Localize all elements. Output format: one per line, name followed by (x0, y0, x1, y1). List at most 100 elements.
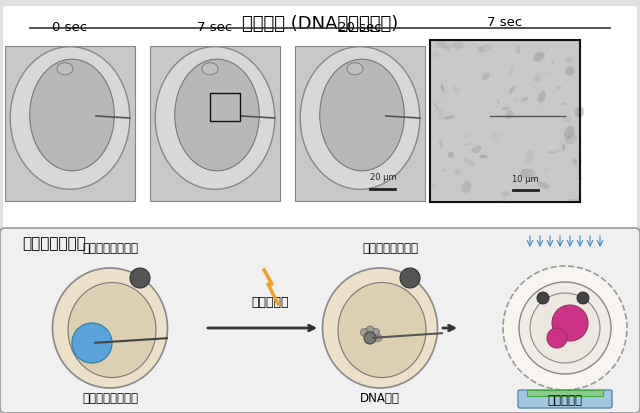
Ellipse shape (574, 138, 582, 145)
Ellipse shape (565, 57, 572, 62)
Ellipse shape (497, 99, 500, 104)
Circle shape (364, 332, 376, 344)
Ellipse shape (532, 134, 536, 138)
Bar (150, 45, 280, 200)
Ellipse shape (572, 157, 577, 165)
Text: 10 μm: 10 μm (512, 175, 538, 184)
Circle shape (372, 328, 380, 336)
Circle shape (577, 292, 589, 304)
Ellipse shape (564, 126, 574, 139)
Ellipse shape (515, 193, 524, 196)
Ellipse shape (461, 143, 473, 146)
Ellipse shape (549, 154, 555, 159)
Ellipse shape (512, 57, 516, 63)
Ellipse shape (443, 89, 451, 97)
Text: DNA注入: DNA注入 (360, 392, 400, 404)
Ellipse shape (431, 52, 439, 57)
Ellipse shape (513, 97, 519, 103)
Ellipse shape (481, 45, 492, 52)
Ellipse shape (479, 155, 488, 158)
Ellipse shape (502, 197, 506, 204)
Ellipse shape (441, 84, 444, 93)
Ellipse shape (500, 62, 511, 65)
Ellipse shape (561, 144, 565, 147)
Ellipse shape (502, 107, 509, 110)
Ellipse shape (564, 102, 566, 105)
Text: 7 sec: 7 sec (488, 16, 523, 28)
Ellipse shape (575, 107, 584, 118)
Circle shape (130, 268, 150, 288)
Ellipse shape (68, 282, 156, 377)
Ellipse shape (568, 199, 581, 201)
Ellipse shape (57, 63, 73, 75)
Ellipse shape (562, 144, 565, 150)
Ellipse shape (551, 60, 554, 65)
Ellipse shape (521, 97, 529, 102)
Ellipse shape (444, 115, 454, 119)
Ellipse shape (175, 59, 259, 171)
Ellipse shape (428, 185, 438, 188)
Ellipse shape (482, 199, 495, 202)
Text: 20 sec: 20 sec (338, 21, 382, 34)
Ellipse shape (463, 132, 472, 139)
Ellipse shape (461, 181, 471, 193)
Circle shape (547, 328, 567, 348)
Bar (295, 45, 425, 200)
Bar (210, 93, 240, 121)
Ellipse shape (574, 175, 582, 181)
Ellipse shape (481, 185, 492, 192)
FancyBboxPatch shape (0, 228, 640, 413)
Ellipse shape (436, 39, 448, 49)
Ellipse shape (323, 268, 438, 388)
Ellipse shape (573, 158, 582, 168)
Ellipse shape (300, 47, 420, 189)
Ellipse shape (454, 169, 460, 175)
Text: 卵子活性化: 卵子活性化 (252, 297, 289, 309)
Ellipse shape (438, 105, 444, 119)
Ellipse shape (464, 158, 476, 167)
Circle shape (503, 266, 627, 390)
Text: 明視野像 (DNA注入〜直後): 明視野像 (DNA注入〜直後) (242, 15, 398, 33)
Ellipse shape (563, 115, 571, 123)
Bar (430, 40, 580, 202)
Ellipse shape (536, 103, 547, 112)
Circle shape (552, 305, 588, 341)
Text: 顕微鏡観察: 顕微鏡観察 (547, 394, 582, 408)
Ellipse shape (538, 91, 546, 102)
Ellipse shape (533, 74, 541, 83)
Ellipse shape (447, 43, 452, 52)
Ellipse shape (440, 97, 449, 107)
Ellipse shape (547, 154, 554, 159)
Circle shape (530, 293, 600, 363)
Ellipse shape (488, 47, 498, 55)
Ellipse shape (202, 63, 218, 75)
Text: 蛍光プローブ注入: 蛍光プローブ注入 (82, 392, 138, 404)
Circle shape (360, 328, 369, 336)
Ellipse shape (528, 169, 538, 182)
Ellipse shape (155, 47, 275, 189)
Ellipse shape (347, 63, 363, 75)
Ellipse shape (442, 168, 445, 172)
Ellipse shape (520, 169, 534, 178)
Ellipse shape (532, 86, 538, 90)
Ellipse shape (554, 149, 561, 153)
Text: 第二減数分裂後期: 第二減数分裂後期 (362, 242, 418, 254)
Text: 第二減数分裂中期: 第二減数分裂中期 (82, 242, 138, 254)
FancyBboxPatch shape (518, 390, 612, 408)
Ellipse shape (320, 59, 404, 171)
Ellipse shape (432, 181, 435, 188)
Ellipse shape (509, 85, 515, 94)
Ellipse shape (434, 102, 438, 111)
Ellipse shape (548, 151, 555, 154)
Ellipse shape (52, 268, 168, 388)
Ellipse shape (498, 133, 503, 136)
Circle shape (366, 326, 374, 334)
Circle shape (519, 282, 611, 374)
Ellipse shape (515, 45, 520, 54)
Ellipse shape (509, 152, 513, 160)
Ellipse shape (556, 101, 564, 108)
Circle shape (537, 292, 549, 304)
Ellipse shape (525, 150, 533, 163)
Ellipse shape (508, 65, 513, 77)
Ellipse shape (10, 47, 130, 189)
